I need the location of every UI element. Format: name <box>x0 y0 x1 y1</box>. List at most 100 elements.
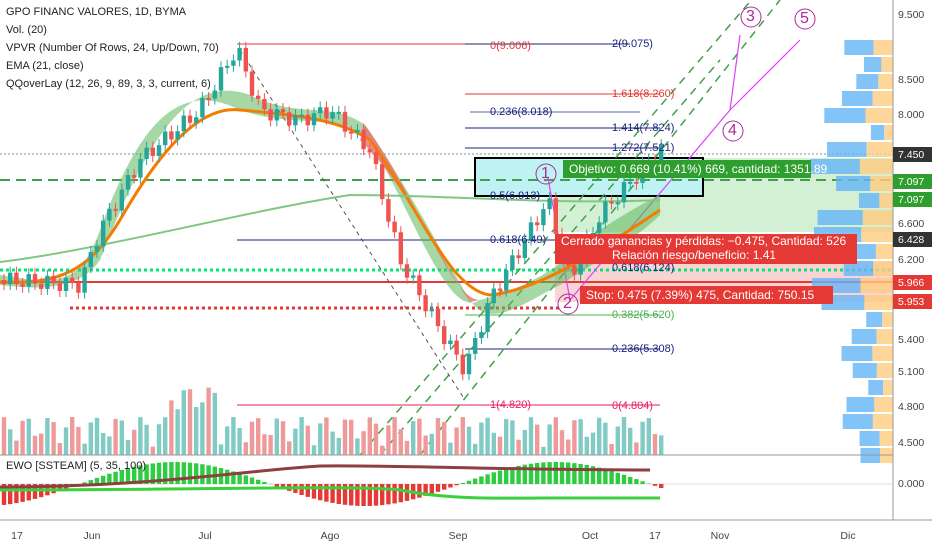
volume-bar <box>479 422 484 455</box>
price-tick: 9.500 <box>898 9 924 21</box>
candle <box>243 47 248 72</box>
profile-bar <box>881 57 893 72</box>
ewo-bar <box>318 484 323 501</box>
time-tick: Sep <box>449 530 468 542</box>
volume-bar <box>268 435 273 455</box>
profile-bar <box>858 193 880 208</box>
fib-label: 0.5(6.913) <box>490 190 540 202</box>
volume-bar <box>299 417 304 455</box>
candle <box>1 280 7 285</box>
fib-label: 0.382(5.620) <box>612 309 674 321</box>
ewo-bar <box>380 484 385 506</box>
profile-bar <box>876 329 893 344</box>
volume-bar <box>584 436 589 455</box>
volume-bar <box>1 417 7 455</box>
profile-bar <box>868 380 884 395</box>
texts: GPO FINANC VALORES, 1D, BYMA Vol. (20) V… <box>6 6 924 542</box>
candle <box>466 353 472 375</box>
candle <box>615 202 620 205</box>
ewo-bar <box>150 463 155 484</box>
volume-bar <box>646 418 651 455</box>
ewo-bar <box>535 462 540 484</box>
volume-bar <box>528 417 534 455</box>
candle <box>578 261 583 275</box>
ewo-bar <box>473 478 478 484</box>
profile-bar <box>883 380 893 395</box>
ewo-bar <box>119 469 124 484</box>
volume-bar <box>76 426 81 455</box>
candle <box>473 337 478 354</box>
candle <box>119 189 124 211</box>
ewo-bar <box>32 484 38 499</box>
price-tag-bg <box>893 275 932 290</box>
volume-bar <box>355 438 360 455</box>
price-axis-bg <box>893 0 932 520</box>
volume-bar <box>8 429 13 455</box>
volume-bar <box>572 420 577 455</box>
ewo-bar <box>559 462 565 484</box>
volume-bar <box>94 417 100 455</box>
candle <box>423 295 428 312</box>
candle <box>392 221 397 233</box>
ewo-bar <box>609 470 614 484</box>
fib-diagonal <box>239 49 466 401</box>
volume-bar <box>547 424 552 455</box>
ewo-bar <box>194 463 199 484</box>
ewo-bar <box>305 484 310 497</box>
ewo-bar <box>373 484 379 506</box>
ewo-bar <box>274 484 279 487</box>
profile-bar <box>873 261 893 276</box>
indicator: VPVR (Number Of Rows, 24, Up/Down, 70) <box>6 42 219 54</box>
candle <box>380 164 385 200</box>
volume-bar <box>156 424 162 455</box>
ewo-bar <box>355 484 360 506</box>
volume-bar <box>175 409 180 455</box>
volume-bar <box>491 432 496 455</box>
candle <box>628 181 633 184</box>
ewo-bar <box>8 484 13 505</box>
ewo-bar <box>20 484 25 502</box>
profile-bar <box>866 312 883 327</box>
candle <box>169 131 174 140</box>
time-tick: 17 <box>649 530 661 542</box>
ewo-bar <box>243 475 248 484</box>
profile-bar <box>863 57 882 72</box>
volume-bar <box>45 418 50 455</box>
volume-bar <box>20 420 25 455</box>
fib-label: 0.236(8.018) <box>490 106 552 118</box>
volume-bar <box>187 389 193 455</box>
ewo-bar <box>132 466 137 484</box>
indicator: EMA (21, close) <box>6 60 84 72</box>
ewo-bar <box>175 462 180 484</box>
fib-label: 0(4.804) <box>612 400 653 412</box>
ewo-bar <box>256 479 261 484</box>
candle <box>268 109 273 121</box>
target-label-bg <box>563 160 811 178</box>
profile-bar <box>841 346 873 361</box>
volume-bar <box>39 433 44 455</box>
volume-bar <box>404 440 410 455</box>
ewo-bar <box>442 484 447 490</box>
profile-bar <box>827 142 867 157</box>
ewo-bar <box>1 484 7 505</box>
wave-label: 3 <box>746 8 755 25</box>
volume-bar <box>330 431 335 455</box>
ewo-bar <box>200 464 205 484</box>
candle <box>454 340 459 355</box>
candle <box>156 145 162 157</box>
ewo-bar <box>497 470 503 484</box>
fib-label: 0.236(5.308) <box>612 343 674 355</box>
volume-bar <box>212 392 217 455</box>
profile-bar <box>870 125 885 140</box>
candle <box>132 175 137 178</box>
ewo-bar <box>566 462 571 484</box>
ewo-bar <box>342 484 348 505</box>
volume-bar <box>497 436 503 455</box>
profile-bar <box>876 363 893 378</box>
volume-bar <box>429 433 434 455</box>
candle <box>20 284 25 287</box>
volume-bar <box>466 426 472 455</box>
ewo-bar <box>225 469 230 484</box>
volume-bar <box>324 417 329 455</box>
ewo-tick: 0.000 <box>898 478 924 490</box>
